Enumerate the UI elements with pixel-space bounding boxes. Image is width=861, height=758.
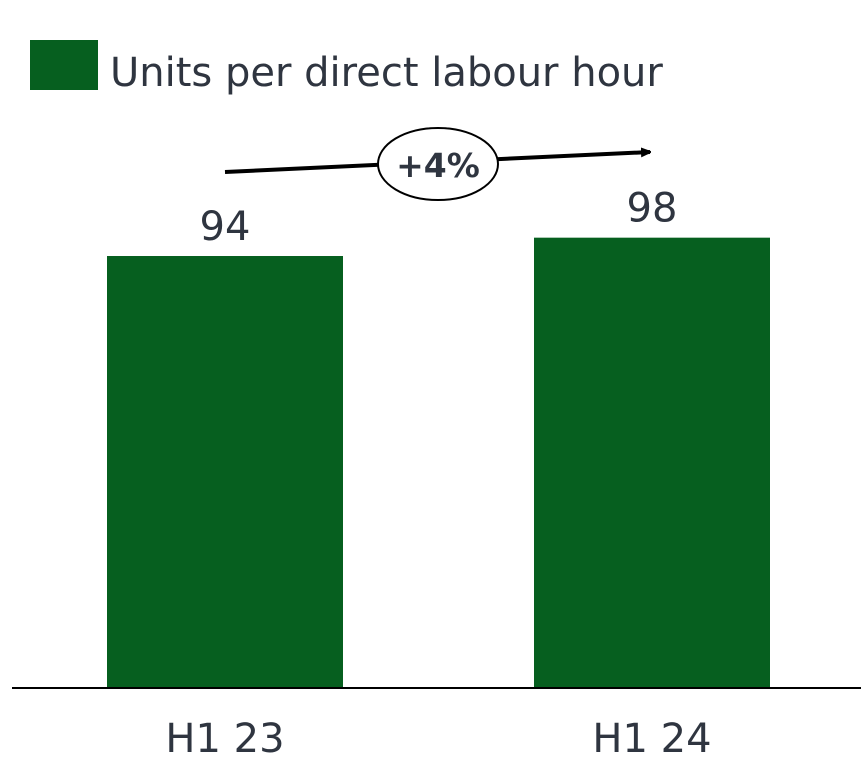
bar bbox=[107, 256, 343, 687]
x-tick-label: H1 24 bbox=[592, 716, 711, 758]
bar bbox=[534, 237, 770, 688]
value-label: 94 bbox=[200, 204, 251, 250]
legend-label: Units per direct labour hour bbox=[110, 50, 663, 96]
annotation-bubble bbox=[377, 127, 499, 201]
annotation: +4% bbox=[396, 146, 480, 185]
x-tick-label: H1 23 bbox=[165, 716, 284, 758]
legend-swatch bbox=[30, 40, 98, 90]
value-label: 98 bbox=[627, 186, 678, 232]
